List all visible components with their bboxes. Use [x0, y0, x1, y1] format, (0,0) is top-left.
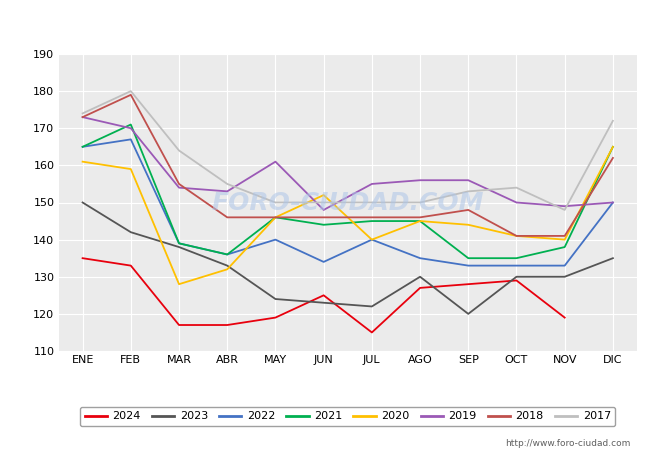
Legend: 2024, 2023, 2022, 2021, 2020, 2019, 2018, 2017: 2024, 2023, 2022, 2021, 2020, 2019, 2018… [80, 407, 616, 426]
Text: http://www.foro-ciudad.com: http://www.foro-ciudad.com [505, 439, 630, 448]
Text: Afiliados en Carboneros a 30/9/2024: Afiliados en Carboneros a 30/9/2024 [186, 13, 464, 28]
Text: FORO-CIUDAD.COM: FORO-CIUDAD.COM [211, 190, 484, 215]
